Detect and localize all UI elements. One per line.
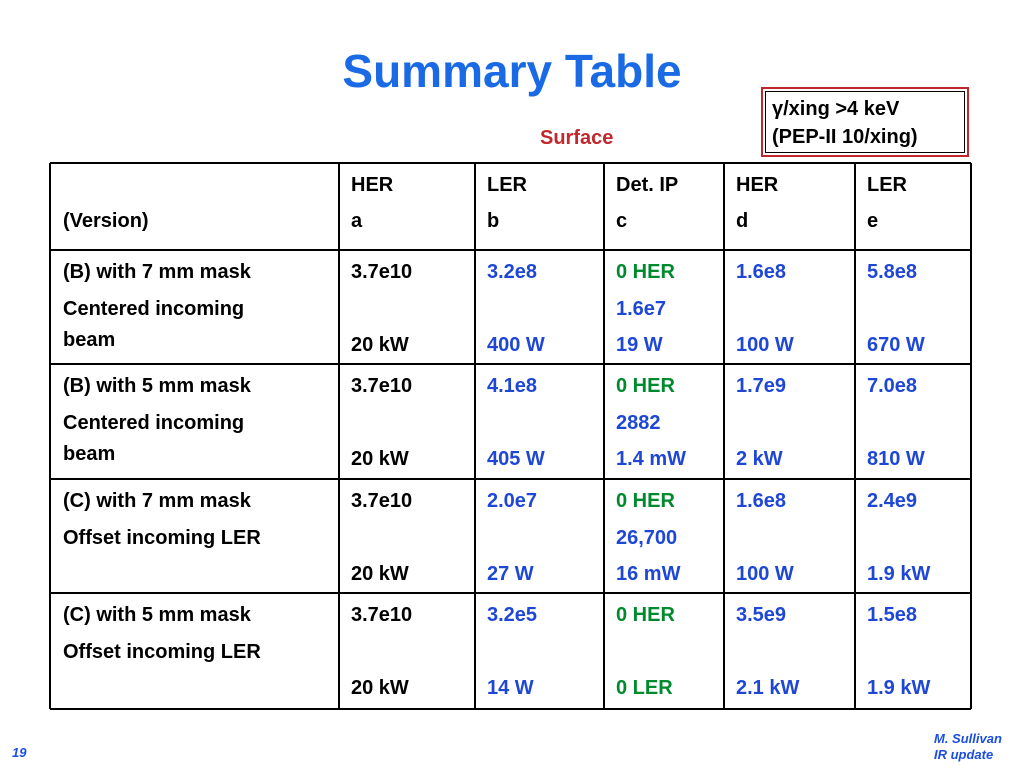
cell-value: 1.9 kW <box>867 563 931 585</box>
page-number: 19 <box>12 745 27 760</box>
row-label: Offset incoming LER <box>63 641 261 663</box>
cell-value: 1.6e8 <box>736 490 787 512</box>
surface-label: Surface <box>540 127 614 149</box>
column-name: LER <box>867 174 907 196</box>
cell-value: 3.7e10 <box>351 261 413 283</box>
note-inner: γ/xing >4 keV (PEP-II 10/xing) <box>765 91 965 153</box>
cell-value: 3.7e10 <box>351 604 413 626</box>
cell-value: 1.5e8 <box>867 604 918 626</box>
row-label: (C) with 5 mm mask <box>63 604 251 626</box>
cell-value: 1.6e7 <box>616 298 667 320</box>
column-name: HER <box>736 174 779 196</box>
cell-value: 27 W <box>487 563 534 585</box>
cell-value: 400 W <box>487 334 545 356</box>
cell-value: 100 W <box>736 563 794 585</box>
footer-subtitle: IR update <box>934 747 994 762</box>
cell-value: 3.5e9 <box>736 604 787 626</box>
cell-value: 405 W <box>487 448 545 470</box>
cell-value: 810 W <box>867 448 925 470</box>
row-label: Centered incoming beam <box>63 412 245 465</box>
column-letter: e <box>867 210 879 232</box>
cell-value: 2.0e7 <box>487 490 538 512</box>
row-label: Centered incoming beam <box>63 298 245 351</box>
cell-value: 2 kW <box>736 448 783 470</box>
cell-value: 16 mW <box>616 563 681 585</box>
cell-value: 0 HER <box>616 604 675 626</box>
cell-value: 1.6e8 <box>736 261 787 283</box>
cell-value: 3.7e10 <box>351 490 413 512</box>
column-letter: b <box>487 210 500 232</box>
cell-value: 670 W <box>867 334 925 356</box>
row-label: (C) with 7 mm mask <box>63 490 251 512</box>
cell-value: 20 kW <box>351 334 409 356</box>
version-header: (Version) <box>63 210 149 232</box>
column-name: Det. IP <box>616 174 679 196</box>
cell-value: 5.8e8 <box>867 261 918 283</box>
row-label: Offset incoming LER <box>63 527 261 549</box>
cell-value: 3.7e10 <box>351 375 413 397</box>
slide-title: Summary Table <box>342 45 682 97</box>
column-letter: d <box>736 210 749 232</box>
cell-value: 2882 <box>616 412 661 434</box>
cell-value: 0 LER <box>616 677 673 699</box>
cell-value: 3.2e5 <box>487 604 538 626</box>
cell-value: 20 kW <box>351 448 409 470</box>
cell-value: 0 HER <box>616 375 675 397</box>
note-box: γ/xing >4 keV (PEP-II 10/xing) <box>761 87 969 157</box>
cell-value: 3.2e8 <box>487 261 538 283</box>
cell-value: 2.1 kW <box>736 677 800 699</box>
note-line: γ/xing >4 keV <box>772 98 900 120</box>
cell-value: 100 W <box>736 334 794 356</box>
cell-value: 20 kW <box>351 563 409 585</box>
cell-value: 14 W <box>487 677 534 699</box>
cell-value: 0 HER <box>616 490 675 512</box>
note-line: (PEP-II 10/xing) <box>772 126 918 148</box>
column-letter: a <box>351 210 363 232</box>
row-label: (B) with 7 mm mask <box>63 261 251 283</box>
cell-value: 2.4e9 <box>867 490 918 512</box>
cell-value: 7.0e8 <box>867 375 918 397</box>
footer-author: M. Sullivan <box>934 731 1002 746</box>
cell-value: 26,700 <box>616 527 678 549</box>
column-name: LER <box>487 174 527 196</box>
cell-value: 1.9 kW <box>867 677 931 699</box>
cell-value: 20 kW <box>351 677 409 699</box>
cell-value: 4.1e8 <box>487 375 538 397</box>
cell-value: 1.4 mW <box>616 448 687 470</box>
cell-value: 19 W <box>616 334 663 356</box>
row-label: (B) with 5 mm mask <box>63 375 251 397</box>
cell-value: 0 HER <box>616 261 675 283</box>
column-letter: c <box>616 210 628 232</box>
cell-value: 1.7e9 <box>736 375 787 397</box>
column-name: HER <box>351 174 394 196</box>
